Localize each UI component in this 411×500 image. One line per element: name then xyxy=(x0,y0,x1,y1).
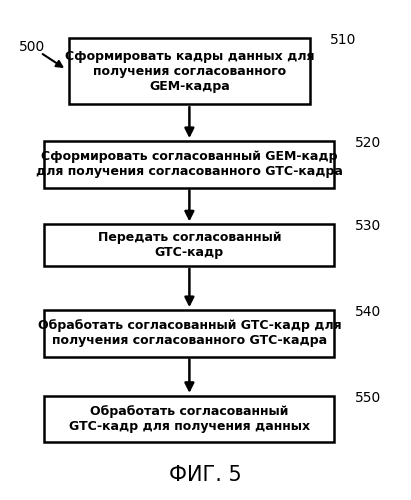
Text: 540: 540 xyxy=(355,305,381,319)
FancyBboxPatch shape xyxy=(44,224,335,266)
FancyBboxPatch shape xyxy=(69,38,310,104)
FancyBboxPatch shape xyxy=(44,396,335,442)
FancyBboxPatch shape xyxy=(44,141,335,188)
Text: ФИГ. 5: ФИГ. 5 xyxy=(169,466,242,485)
Text: Сформировать согласованный GEM-кадр
для получения согласованного GTC-кадра: Сформировать согласованный GEM-кадр для … xyxy=(36,150,343,178)
Text: 520: 520 xyxy=(355,136,381,150)
Text: Обработать согласованный GTC-кадр для
получения согласованного GTC-кадра: Обработать согласованный GTC-кадр для по… xyxy=(37,320,341,347)
Text: 550: 550 xyxy=(355,391,381,405)
FancyBboxPatch shape xyxy=(44,310,335,356)
Text: Передать согласованный
GTC-кадр: Передать согласованный GTC-кадр xyxy=(98,231,281,259)
Text: 530: 530 xyxy=(355,220,381,234)
Text: Обработать согласованный
GTC-кадр для получения данных: Обработать согласованный GTC-кадр для по… xyxy=(69,405,310,433)
Text: Сформировать кадры данных для
получения согласованного
GEM-кадра: Сформировать кадры данных для получения … xyxy=(65,50,314,92)
Text: 500: 500 xyxy=(19,40,46,54)
Text: 510: 510 xyxy=(330,33,357,47)
